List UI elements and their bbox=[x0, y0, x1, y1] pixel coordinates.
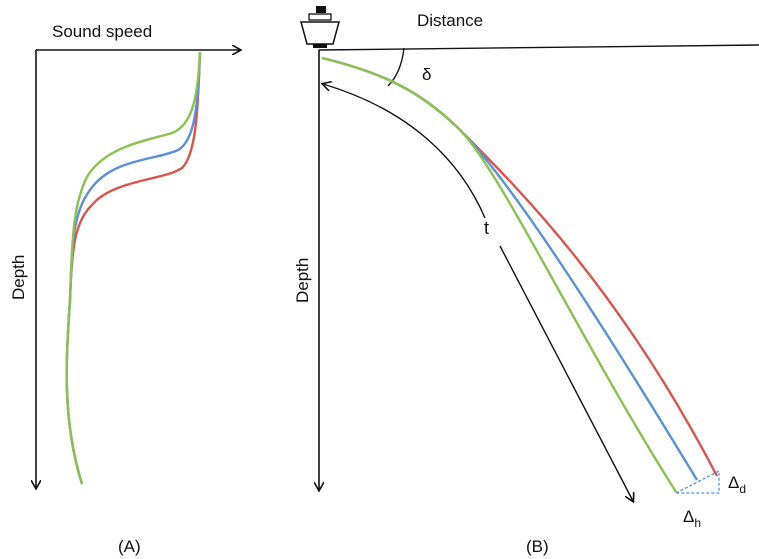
angle-arc bbox=[387, 47, 405, 87]
travel-time-arrow-lower bbox=[499, 245, 633, 501]
caption-b: (B) bbox=[526, 537, 549, 556]
sound-speed-profile-green bbox=[65, 51, 202, 485]
depth-label-b: Depth bbox=[293, 258, 312, 303]
caption-a: (A) bbox=[118, 537, 141, 556]
sound-speed-profile-red bbox=[65, 51, 202, 485]
error-triangle bbox=[675, 469, 720, 494]
ray-path-blue bbox=[321, 56, 699, 481]
sound-speed-profile-blue bbox=[65, 51, 202, 485]
ray-path-green bbox=[321, 56, 678, 493]
ship-icon bbox=[300, 6, 340, 48]
panel-b: Distance Depth δ t Δd Δh (B) bbox=[293, 6, 759, 556]
delta-d-label: Δd bbox=[728, 473, 746, 496]
depth-label-a: Depth bbox=[9, 255, 28, 300]
delta-d-subscript: d bbox=[739, 482, 746, 496]
delta-h-subscript: h bbox=[694, 516, 701, 530]
delta-h-label: Δh bbox=[683, 507, 701, 530]
panel-a: Sound speed Depth (A) bbox=[9, 22, 240, 556]
ray-path-red bbox=[321, 56, 719, 477]
angle-label: δ bbox=[422, 65, 431, 84]
distance-axis bbox=[318, 44, 759, 51]
travel-time-arrow-upper bbox=[323, 84, 486, 219]
time-label: t bbox=[484, 218, 489, 238]
sound-speed-label: Sound speed bbox=[52, 22, 152, 41]
distance-label: Distance bbox=[417, 11, 483, 30]
